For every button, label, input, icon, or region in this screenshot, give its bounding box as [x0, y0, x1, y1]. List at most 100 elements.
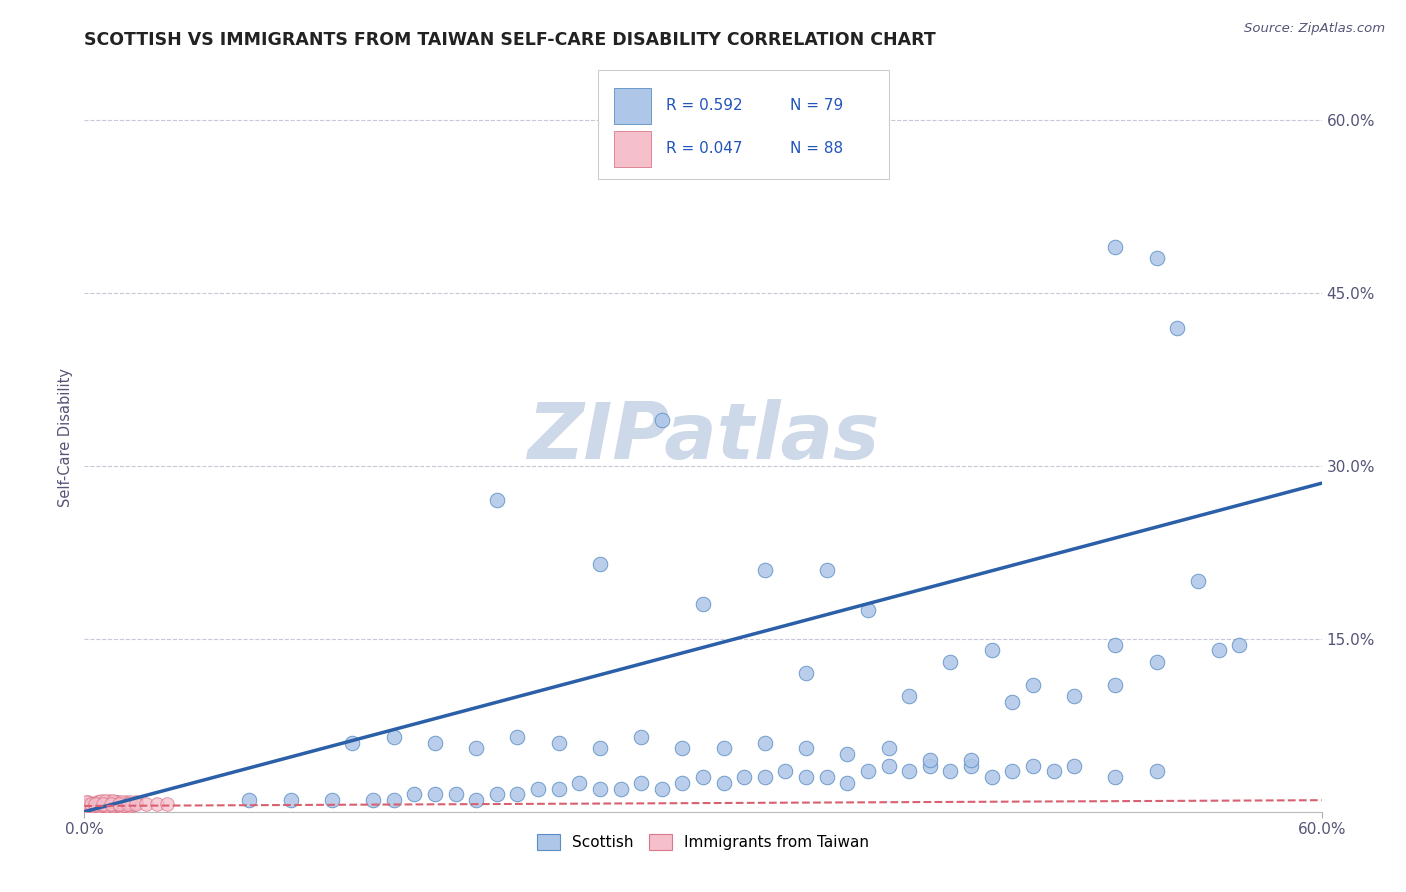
Point: [79, 797, 101, 811]
Point: [815, 770, 838, 784]
Point: [118, 797, 141, 812]
Point: [465, 741, 488, 756]
Point: [105, 797, 128, 811]
Point: [117, 797, 139, 812]
Point: [100, 797, 122, 812]
Point: [423, 788, 446, 802]
Point: [105, 796, 128, 810]
Point: [465, 793, 488, 807]
Point: [238, 793, 260, 807]
Point: [671, 776, 693, 790]
Point: [939, 655, 962, 669]
Point: [96, 797, 118, 811]
Text: ZIPatlas: ZIPatlas: [527, 399, 879, 475]
Point: [75, 799, 97, 814]
Point: [86, 797, 108, 811]
Point: [114, 796, 136, 810]
Point: [1146, 764, 1168, 779]
Point: [82, 797, 104, 811]
Point: [794, 741, 817, 756]
Point: [444, 788, 467, 802]
Point: [91, 797, 114, 811]
Point: [91, 797, 114, 812]
Point: [1146, 252, 1168, 266]
Point: [110, 797, 132, 811]
Point: [630, 776, 652, 790]
Point: [1063, 690, 1085, 704]
Point: [90, 797, 112, 812]
Point: [733, 770, 755, 784]
Point: [918, 758, 941, 772]
Point: [117, 797, 139, 811]
Point: [609, 781, 631, 796]
Point: [98, 797, 121, 812]
Point: [79, 797, 101, 811]
Point: [94, 797, 117, 811]
Point: [83, 797, 105, 812]
Point: [671, 741, 693, 756]
Point: [1104, 770, 1126, 784]
Point: [96, 797, 118, 812]
Point: [794, 666, 817, 681]
Point: [87, 797, 110, 811]
Point: [1166, 320, 1188, 334]
Point: [94, 797, 117, 812]
Point: [91, 797, 114, 811]
Point: [506, 788, 529, 802]
Point: [112, 797, 135, 812]
Point: [527, 781, 550, 796]
Point: [104, 797, 127, 812]
Point: [94, 794, 117, 808]
Point: [83, 797, 105, 812]
Point: [82, 797, 104, 811]
Point: [90, 797, 112, 812]
Point: [100, 797, 122, 811]
Point: [110, 796, 132, 810]
Point: [75, 796, 97, 810]
Point: [77, 797, 100, 812]
Point: [898, 690, 921, 704]
Point: [103, 797, 125, 811]
Point: [83, 797, 105, 812]
Point: [1104, 240, 1126, 254]
Point: [651, 781, 673, 796]
Point: [1208, 643, 1230, 657]
Text: N = 79: N = 79: [790, 98, 842, 113]
Point: [91, 797, 114, 811]
Text: N = 88: N = 88: [790, 141, 842, 156]
Point: [96, 797, 118, 812]
Point: [361, 793, 384, 807]
Point: [108, 797, 131, 811]
Point: [898, 764, 921, 779]
Point: [1063, 758, 1085, 772]
Point: [108, 797, 131, 811]
Point: [321, 793, 343, 807]
Point: [980, 643, 1002, 657]
Point: [404, 788, 426, 802]
Point: [1022, 678, 1045, 692]
Point: [112, 797, 135, 812]
Point: [1104, 638, 1126, 652]
Point: [485, 493, 508, 508]
Point: [382, 793, 405, 807]
Point: [692, 597, 714, 611]
Point: [856, 603, 879, 617]
Point: [83, 797, 105, 811]
Point: [775, 764, 797, 779]
Text: R = 0.592: R = 0.592: [666, 98, 742, 113]
Point: [110, 799, 132, 814]
Point: [108, 797, 131, 812]
Point: [118, 796, 141, 810]
Point: [589, 557, 612, 571]
Point: [1001, 764, 1024, 779]
Point: [1042, 764, 1064, 779]
Point: [94, 797, 117, 811]
Point: [342, 735, 364, 749]
Point: [1227, 638, 1250, 652]
Point: [103, 797, 125, 811]
FancyBboxPatch shape: [614, 88, 651, 124]
Point: [86, 799, 108, 814]
Point: [90, 797, 112, 812]
Point: [918, 753, 941, 767]
Point: [877, 741, 900, 756]
